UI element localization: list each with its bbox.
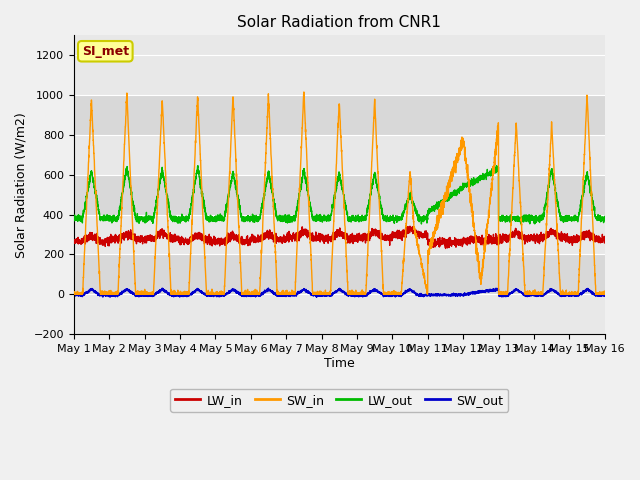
Title: Solar Radiation from CNR1: Solar Radiation from CNR1: [237, 15, 441, 30]
Bar: [74, 55, 605, 95]
Bar: [74, 175, 605, 215]
Y-axis label: Solar Radiation (W/m2): Solar Radiation (W/m2): [15, 112, 28, 258]
X-axis label: Time: Time: [324, 357, 355, 370]
Bar: [74, 294, 605, 334]
Bar: [74, 95, 605, 135]
Bar: [74, 254, 605, 294]
Legend: LW_in, SW_in, LW_out, SW_out: LW_in, SW_in, LW_out, SW_out: [170, 389, 508, 411]
Bar: [74, 135, 605, 175]
Text: SI_met: SI_met: [82, 45, 129, 58]
Bar: [74, 215, 605, 254]
